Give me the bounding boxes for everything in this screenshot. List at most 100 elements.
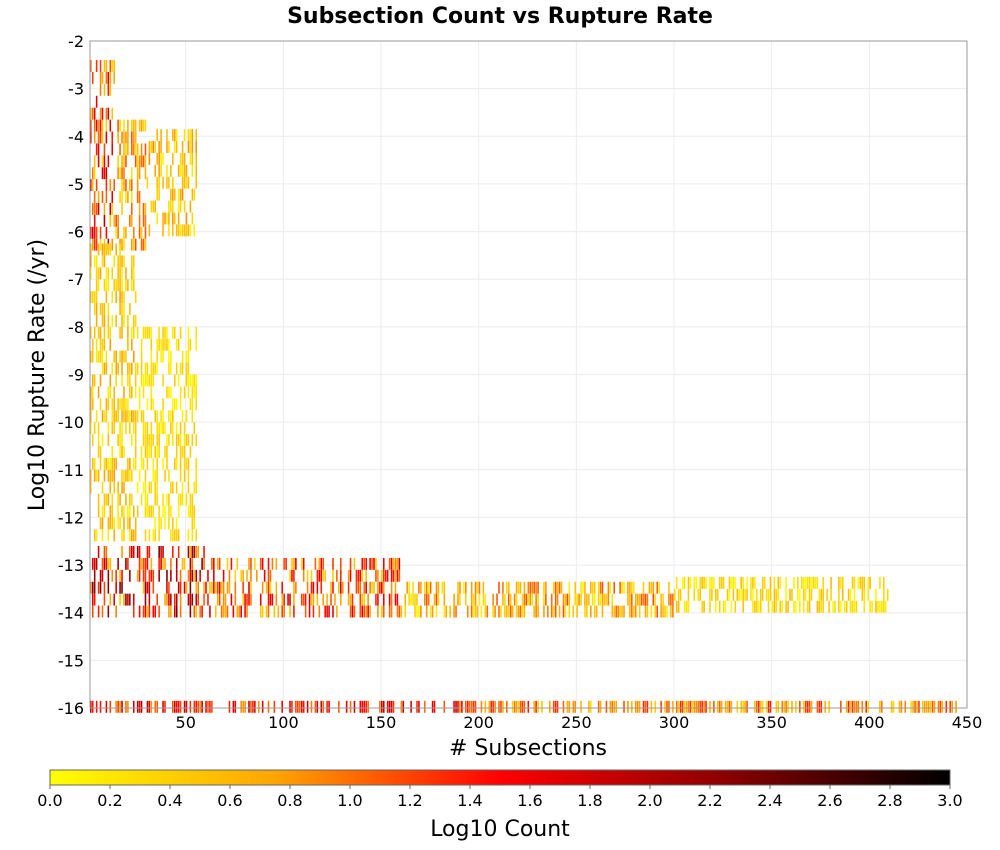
heatmap-cell [722, 576, 725, 589]
heatmap-cell [123, 350, 125, 363]
heatmap-cell [113, 60, 116, 72]
heatmap-cell [838, 576, 840, 589]
heatmap-cell [382, 569, 385, 582]
heatmap-cell [916, 700, 918, 713]
heatmap-cell [367, 593, 369, 606]
heatmap-cell [191, 434, 194, 446]
heatmap-cell [695, 700, 698, 713]
heatmap-cell [187, 505, 190, 518]
heatmap-cell [95, 267, 98, 280]
heatmap-cell [795, 600, 797, 613]
heatmap-cell [127, 338, 129, 351]
heatmap-cell [144, 119, 147, 132]
heatmap-cell [189, 398, 192, 411]
heatmap-cell [166, 338, 168, 351]
heatmap-cell [433, 593, 436, 606]
heatmap-cell [111, 202, 114, 215]
heatmap-cell [867, 588, 869, 601]
heatmap-cell [115, 243, 117, 256]
heatmap-cell [113, 593, 116, 606]
heatmap-cell [181, 152, 184, 165]
heatmap-cell [150, 422, 153, 435]
heatmap-cell [322, 569, 324, 582]
heatmap-cell [115, 314, 117, 327]
heatmap-cell [898, 700, 901, 713]
heatmap-cell [168, 350, 170, 363]
heatmap-cell [154, 517, 157, 530]
heatmap-cell [195, 338, 198, 351]
heatmap-cell [97, 505, 100, 518]
heatmap-cell [443, 581, 446, 594]
heatmap-cell [99, 226, 102, 239]
heatmap-cell [101, 569, 104, 582]
heatmap-cell [816, 600, 819, 613]
heatmap-cell [211, 557, 213, 570]
heatmap-cell [822, 588, 825, 601]
heatmap-cell [250, 700, 252, 713]
heatmap-cell [168, 200, 170, 213]
heatmap-cell [400, 605, 403, 618]
heatmap-cell [687, 700, 690, 713]
heatmap-cell [156, 593, 158, 606]
heatmap-cell [177, 700, 180, 713]
heatmap-cell [615, 605, 617, 618]
heatmap-cell [519, 605, 522, 618]
heatmap-cell [332, 605, 334, 618]
heatmap-cell [652, 581, 655, 594]
heatmap-cell [90, 326, 92, 339]
heatmap-cell [181, 493, 184, 506]
heatmap-cell [187, 338, 190, 351]
heatmap-cell [379, 581, 381, 594]
heatmap-cell [795, 700, 797, 713]
heatmap-cell [91, 350, 94, 363]
heatmap-cell [203, 593, 205, 606]
heatmap-cell [123, 255, 125, 268]
heatmap-cell [172, 700, 174, 713]
heatmap-cell [166, 445, 168, 458]
heatmap-cell [195, 529, 198, 542]
heatmap-cell [353, 605, 356, 618]
heatmap-cell [103, 83, 106, 96]
heatmap-cell [175, 517, 178, 530]
heatmap-cell [295, 557, 297, 570]
heatmap-cell [250, 557, 252, 570]
heatmap-cell [500, 700, 502, 713]
heatmap-cell [105, 362, 108, 375]
heatmap-cell [631, 605, 633, 618]
heatmap-cell [502, 700, 504, 713]
heatmap-cell [107, 279, 110, 292]
heatmap-cell [191, 188, 194, 201]
heatmap-cell [287, 593, 289, 606]
heatmap-cell [314, 557, 317, 570]
heatmap-cell [390, 581, 393, 594]
heatmap-cell [787, 600, 789, 613]
heatmap-cell [310, 581, 313, 594]
heatmap-cell [752, 588, 754, 601]
heatmap-cell [105, 179, 108, 192]
heatmap-cell [162, 152, 164, 165]
heatmap-cell [129, 386, 131, 399]
heatmap-cell [879, 700, 881, 713]
heatmap-cell [132, 410, 135, 423]
heatmap-cell [142, 214, 145, 227]
heatmap-cell [91, 338, 94, 351]
heatmap-cell [507, 605, 510, 618]
heatmap-cell [289, 569, 291, 582]
heatmap-cell [173, 212, 176, 225]
heatmap-cell [742, 588, 744, 601]
heatmap-cell [392, 700, 395, 713]
heatmap-cell [761, 700, 764, 713]
heatmap-cell [424, 700, 426, 713]
heatmap-cell [152, 200, 155, 213]
heatmap-cell [154, 700, 157, 713]
heatmap-cell [189, 445, 192, 458]
y-tick-label: -6 [68, 223, 84, 242]
heatmap-cell [330, 581, 332, 594]
heatmap-cell [101, 131, 104, 144]
heatmap-cell [101, 605, 104, 618]
heatmap-cell [326, 700, 328, 713]
heatmap-cell [156, 457, 158, 470]
heatmap-cell [93, 529, 96, 542]
heatmap-cell [189, 141, 192, 153]
